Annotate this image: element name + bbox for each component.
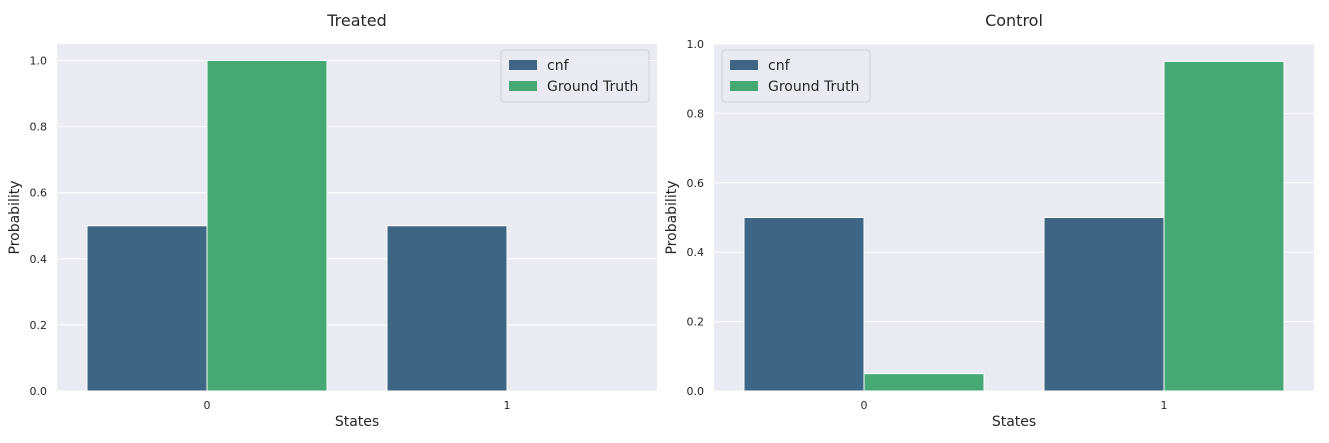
y-tick-label: 1.0	[687, 38, 705, 51]
x-tick-label: 0	[204, 399, 211, 412]
legend-box	[721, 49, 871, 103]
x-tick-label: 0	[861, 399, 868, 412]
y-tick-label: 0.4	[30, 253, 48, 266]
bar-cnf-1	[386, 225, 508, 392]
legend-swatch	[730, 81, 758, 91]
bar-ground-truth-1	[1163, 60, 1285, 392]
x-tick-label: 1	[1161, 399, 1168, 412]
y-tick-label: 0.6	[30, 187, 48, 200]
bar-ground-truth-0	[863, 373, 985, 392]
legend-label: Ground Truth	[547, 79, 638, 95]
bar-cnf-0	[743, 217, 865, 392]
y-axis-label: Probability	[664, 180, 680, 254]
chart-title: Treated	[326, 11, 387, 30]
legend-label: cnf	[768, 58, 791, 74]
bar-ground-truth-0	[206, 60, 328, 392]
legend: cnf Ground Truth	[721, 49, 871, 103]
bar-cnf-1	[1043, 217, 1165, 392]
x-axis-label: States	[992, 414, 1036, 430]
y-tick-label: 1.0	[30, 55, 48, 68]
chart-panel-0: 0.0 0.2 0.4 0.6 0.8 1.0 0 1 Treated States Probabi…	[7, 11, 657, 430]
y-tick-label: 0.0	[687, 385, 705, 398]
legend-swatch	[509, 60, 537, 70]
legend-label: Ground Truth	[768, 79, 859, 95]
y-tick-label: 0.4	[687, 246, 705, 259]
y-tick-label: 0.6	[687, 177, 705, 190]
y-tick-label: 0.8	[687, 107, 705, 120]
bar-cnf-0	[86, 225, 208, 392]
x-tick-label: 1	[504, 399, 511, 412]
legend-swatch	[730, 60, 758, 70]
legend-label: cnf	[547, 58, 570, 74]
legend-swatch	[509, 81, 537, 91]
chart-title: Control	[985, 11, 1043, 30]
x-axis-label: States	[335, 414, 379, 430]
y-tick-label: 0.2	[687, 316, 705, 329]
legend: cnf Ground Truth	[500, 49, 650, 103]
y-tick-label: 0.2	[30, 319, 48, 332]
legend-box	[500, 49, 650, 103]
y-tick-label: 0.8	[30, 121, 48, 134]
y-axis-label: Probability	[7, 180, 23, 254]
y-tick-label: 0.0	[30, 385, 48, 398]
chart-panel-1: 0.0 0.2 0.4 0.6 0.8 1.0 0 1 Control States Probabi…	[664, 11, 1314, 430]
